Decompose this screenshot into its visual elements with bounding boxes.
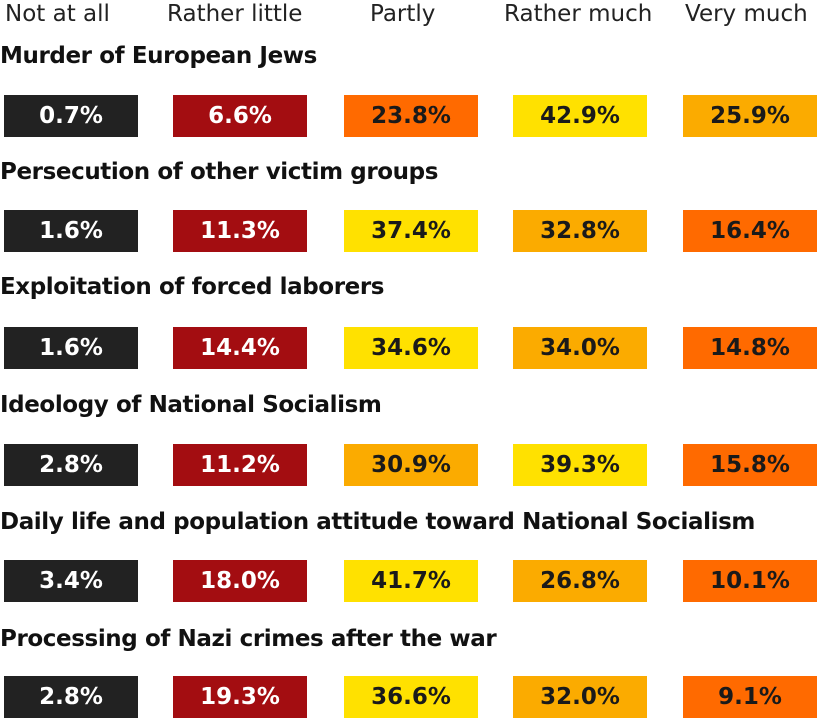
row-title: Ideology of National Socialism (0, 392, 382, 418)
value-cell: 2.8% (4, 676, 138, 718)
value-cell: 34.6% (344, 327, 478, 369)
value-cell: 14.4% (173, 327, 307, 369)
value-cell: 11.2% (173, 444, 307, 486)
column-header-rather-much: Rather much (504, 1, 653, 27)
column-header-rather-little: Rather little (167, 1, 303, 27)
value-cell: 32.0% (513, 676, 647, 718)
value-cell: 18.0% (173, 560, 307, 602)
value-cell: 39.3% (513, 444, 647, 486)
value-cell: 42.9% (513, 95, 647, 137)
row-title: Exploitation of forced laborers (0, 274, 385, 300)
value-cell: 9.1% (683, 676, 817, 718)
value-cell: 14.8% (683, 327, 817, 369)
value-cell: 1.6% (4, 210, 138, 252)
value-cell: 25.9% (683, 95, 817, 137)
value-cell: 1.6% (4, 327, 138, 369)
value-cell: 37.4% (344, 210, 478, 252)
column-header-not-at-all: Not at all (5, 1, 110, 27)
value-cell: 6.6% (173, 95, 307, 137)
value-cell: 10.1% (683, 560, 817, 602)
row-title: Processing of Nazi crimes after the war (0, 626, 497, 652)
value-cell: 41.7% (344, 560, 478, 602)
value-cell: 3.4% (4, 560, 138, 602)
column-header-partly: Partly (370, 1, 436, 27)
value-cell: 2.8% (4, 444, 138, 486)
column-header-very-much: Very much (685, 1, 808, 27)
value-cell: 15.8% (683, 444, 817, 486)
value-cell: 19.3% (173, 676, 307, 718)
value-cell: 11.3% (173, 210, 307, 252)
row-title: Daily life and population attitude towar… (0, 509, 755, 535)
value-cell: 32.8% (513, 210, 647, 252)
value-cell: 26.8% (513, 560, 647, 602)
value-cell: 34.0% (513, 327, 647, 369)
value-cell: 16.4% (683, 210, 817, 252)
value-cell: 36.6% (344, 676, 478, 718)
row-title: Murder of European Jews (0, 43, 317, 69)
value-cell: 0.7% (4, 95, 138, 137)
value-cell: 23.8% (344, 95, 478, 137)
value-cell: 30.9% (344, 444, 478, 486)
row-title: Persecution of other victim groups (0, 159, 438, 185)
